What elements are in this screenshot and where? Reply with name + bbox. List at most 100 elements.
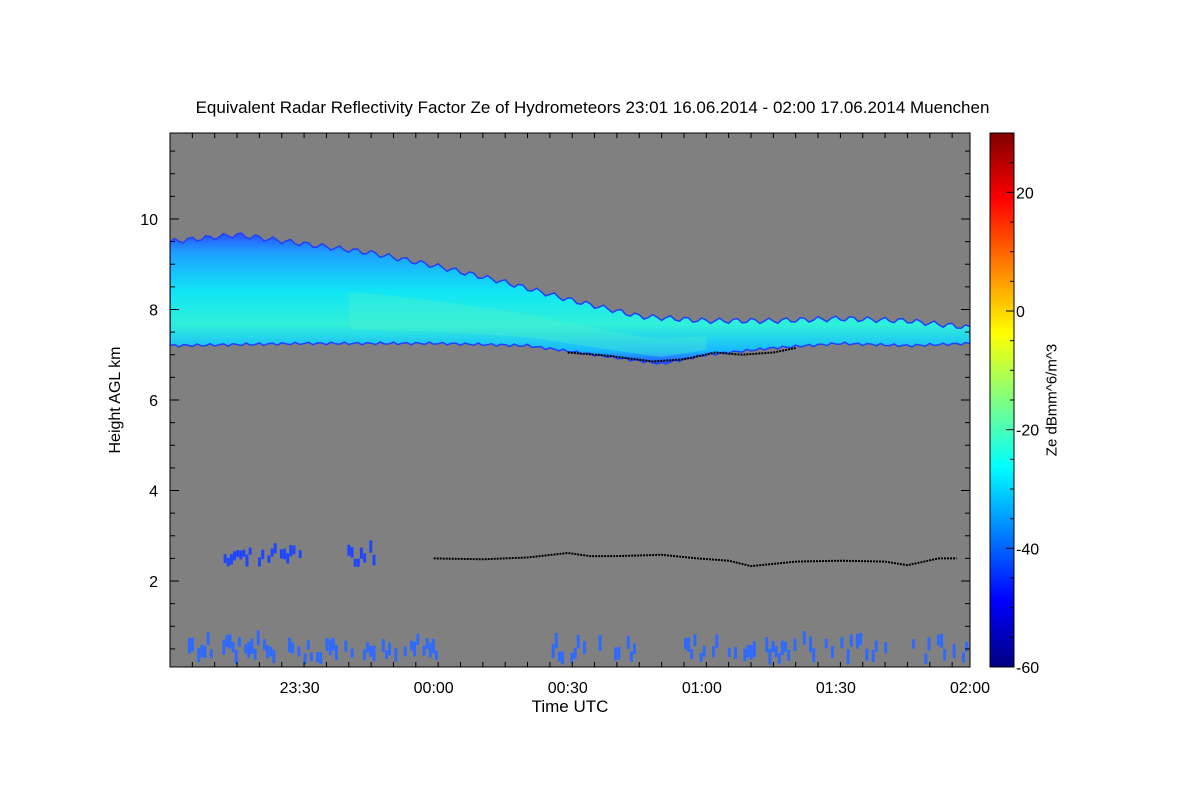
layer-2-echo-0 (291, 642, 295, 654)
radar-layers (170, 232, 970, 665)
layer-1-echo-0 (239, 550, 243, 560)
layer-1-echo-0 (226, 557, 230, 567)
layer-2-echo-2 (749, 645, 753, 660)
layer-2-echo-0 (410, 640, 413, 651)
layer-1-echo-1 (350, 547, 354, 558)
layer-2-echo-0 (225, 635, 229, 647)
x-tick-label: 02:00 (950, 680, 990, 697)
black-markers (433, 347, 957, 568)
layer-2-echo-3 (965, 641, 969, 652)
layer-2-echo-0 (344, 640, 348, 652)
layer-2-echo-0 (272, 649, 276, 663)
layer-2-echo-3 (952, 644, 956, 659)
layer-2-echo-2 (780, 640, 784, 656)
layer-2-echo-3 (962, 652, 965, 663)
layer-1-echo-0 (236, 550, 240, 557)
x-axis: 23:30 00:00 00:30 01:00 01:30 02:00 (191, 133, 990, 697)
plot-background (170, 133, 970, 667)
layer-2-echo-0 (244, 644, 248, 654)
layer-2-echo-0 (385, 650, 388, 659)
layer-2-echo-0 (403, 646, 407, 657)
layer-2-echo-0 (369, 645, 373, 657)
layer-2-echo-2 (715, 634, 719, 648)
layer-2-echo-0 (306, 640, 310, 650)
layer-2-echo-3 (940, 633, 944, 648)
layer-2-echo-2 (768, 648, 772, 665)
layer-2-echo-0 (428, 642, 432, 658)
layer-2-echo-2 (865, 648, 869, 661)
layer-2-echo-2 (771, 641, 775, 653)
layer-2-echo-0 (372, 645, 376, 662)
layer-0-core (348, 292, 707, 357)
layer-2-echo-2 (859, 633, 863, 646)
y-tick-label: 6 (149, 393, 158, 410)
layer-1-echo-0 (283, 548, 287, 560)
layer-1-echo-0 (261, 549, 265, 560)
layer-2-echo-1 (570, 652, 574, 664)
layer-2-echo-2 (752, 641, 756, 658)
colorbar-tick-label: 0 (1016, 304, 1025, 321)
layer-2-echo-2 (702, 645, 706, 657)
layer-2-echo-2 (687, 637, 691, 652)
layer-1-echo-0 (242, 549, 246, 557)
layer-2-echo-1 (633, 643, 636, 655)
layer-2-echo-2 (777, 653, 781, 664)
layer-2-echo-0 (234, 649, 238, 665)
colorbar-tick-label: -60 (1016, 660, 1039, 677)
layer-0-upper-cloud (170, 232, 970, 365)
layer-2-echo-0 (331, 638, 335, 651)
layer-2-echo-2 (849, 634, 853, 647)
layer-2-echo-0 (388, 642, 392, 656)
layer-2-echo-0 (250, 638, 254, 654)
layer-2-echo-2 (856, 633, 859, 649)
layer-2-echo-0 (316, 652, 320, 663)
layer-2-echo-2 (743, 648, 747, 662)
layer-2-echo-1 (617, 646, 621, 660)
layer-2-echo-1 (557, 651, 561, 662)
layer-2-echo-0 (187, 637, 191, 654)
layer-2-echo-1 (629, 651, 633, 662)
colorbar-axis: 20 0 -20 -40 -60 (1006, 132, 1039, 677)
layer-2-echo-0 (237, 637, 241, 647)
colorbar-label: Ze dBmm^6/m^3 (1043, 343, 1061, 457)
layer-1-echo-0 (298, 550, 302, 558)
layer-2-echo-0 (197, 648, 201, 663)
y-axis-label: Height AGL km (107, 346, 124, 454)
chart-title: Equivalent Radar Reflectivity Factor Ze … (195, 98, 990, 117)
layer-1-echo-0 (245, 554, 249, 567)
layer-1-echo-0 (267, 555, 271, 563)
layer-2-echo-0 (191, 637, 194, 652)
y-axis: 2 4 6 8 10 (140, 150, 970, 650)
layer-2-echo-2 (784, 641, 788, 652)
layer-2-echo-3 (943, 649, 947, 661)
layer-2-echo-2 (699, 652, 703, 662)
layer-2-echo-0 (253, 648, 257, 660)
layer-2-echo-2 (846, 649, 850, 665)
layer-2-echo-0 (328, 639, 332, 656)
layer-2-echo-1 (583, 641, 586, 654)
layer-2-echo-2 (734, 646, 737, 660)
layer-2-echo-2 (871, 650, 875, 663)
layer-1-echo-0 (286, 553, 290, 564)
layer-2-echo-2 (690, 649, 694, 659)
layer-2-echo-0 (394, 648, 398, 662)
layer-2-echo-2 (874, 640, 878, 652)
layer-2-echo-2 (684, 638, 687, 650)
layer-2-echo-2 (812, 648, 816, 663)
x-tick-label: 01:30 (816, 680, 856, 697)
layer-2-echo-0 (381, 638, 385, 652)
x-tick-label: 00:30 (548, 680, 588, 697)
layer-1-echo-1 (347, 544, 351, 556)
colorbar-tick-label: -20 (1016, 423, 1039, 440)
layer-2-echo-0 (222, 639, 226, 655)
layer-2-echo-1 (554, 633, 558, 649)
layer-2-echo-0 (203, 646, 207, 658)
layer-2-echo-0 (269, 646, 273, 657)
x-tick-label: 00:00 (414, 680, 454, 697)
layer-2-echo-2 (712, 646, 716, 658)
layer-2-echo-0 (266, 645, 270, 659)
layer-2-echo-0 (303, 653, 307, 665)
layer-2-echo-3 (911, 639, 915, 649)
layer-2-echo-0 (200, 644, 204, 658)
y-tick-label: 10 (140, 212, 158, 229)
